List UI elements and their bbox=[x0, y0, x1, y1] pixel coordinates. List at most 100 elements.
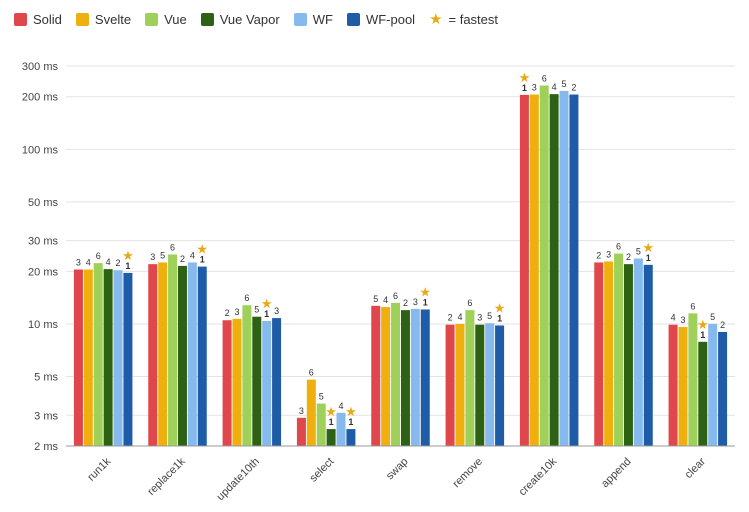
bar-remove-wf-pool[interactable] bbox=[495, 325, 505, 446]
bar-swap-solid[interactable] bbox=[371, 305, 381, 446]
bar-select-svelte[interactable] bbox=[306, 379, 316, 446]
bar-replace1k-wf[interactable] bbox=[187, 262, 197, 446]
bar-update10th-vue-vapor[interactable] bbox=[252, 316, 262, 446]
bar-remove-svelte[interactable] bbox=[455, 323, 465, 446]
legend-item-svelte[interactable]: Svelte bbox=[75, 12, 132, 27]
bar-swap-vue-vapor[interactable] bbox=[400, 310, 410, 446]
bar-swap-wf-pool[interactable] bbox=[420, 309, 430, 446]
bar-clear-solid[interactable] bbox=[668, 324, 678, 446]
legend-item-fastest: ★ = fastest bbox=[429, 12, 498, 27]
rank-label: 1 bbox=[264, 309, 269, 319]
rank-label: 4 bbox=[383, 295, 388, 305]
legend-label: Solid bbox=[33, 12, 62, 27]
bar-select-vue[interactable] bbox=[316, 403, 326, 446]
x-tick-label: remove bbox=[451, 456, 485, 490]
x-tick-label: clear bbox=[683, 455, 709, 481]
bar-create10k-wf-pool[interactable] bbox=[569, 94, 579, 446]
rank-label: 2 bbox=[571, 83, 576, 93]
bar-swap-wf[interactable] bbox=[410, 308, 420, 446]
legend-item-wf[interactable]: WF bbox=[293, 12, 333, 27]
rank-label: 6 bbox=[542, 73, 547, 83]
x-tick-label: swap bbox=[384, 456, 411, 483]
bar-remove-solid[interactable] bbox=[445, 324, 455, 446]
bar-replace1k-wf-pool[interactable] bbox=[197, 266, 207, 446]
bar-run1k-solid[interactable] bbox=[73, 269, 83, 446]
rank-label: 1 bbox=[646, 253, 651, 263]
star-icon: ★ bbox=[519, 70, 531, 85]
bar-create10k-vue[interactable] bbox=[539, 85, 549, 447]
bar-replace1k-svelte[interactable] bbox=[158, 262, 168, 446]
y-tick-label: 200 ms bbox=[22, 92, 59, 104]
bar-create10k-vue-vapor[interactable] bbox=[549, 94, 559, 446]
star-icon: ★ bbox=[642, 240, 654, 255]
bar-replace1k-vue-vapor[interactable] bbox=[177, 265, 187, 446]
bar-create10k-solid[interactable] bbox=[519, 94, 529, 446]
legend-label: WF bbox=[312, 12, 333, 27]
legend-item-wf-pool[interactable]: WF-pool bbox=[346, 12, 416, 27]
legend-label: WF-pool bbox=[365, 12, 416, 27]
bar-remove-vue-vapor[interactable] bbox=[475, 324, 485, 446]
bar-update10th-vue[interactable] bbox=[242, 305, 252, 446]
bar-update10th-svelte[interactable] bbox=[232, 318, 242, 446]
rank-label: 5 bbox=[636, 247, 641, 257]
bar-clear-vue-vapor[interactable] bbox=[698, 341, 708, 446]
rank-label: 3 bbox=[606, 249, 611, 259]
rank-label: 2 bbox=[403, 298, 408, 308]
rank-label: 5 bbox=[710, 312, 715, 322]
rank-label: 6 bbox=[170, 242, 175, 252]
x-tick-label: create10k bbox=[517, 455, 560, 498]
star-icon: ★ bbox=[122, 248, 134, 263]
bar-replace1k-solid[interactable] bbox=[148, 264, 158, 446]
bar-run1k-vue[interactable] bbox=[93, 263, 103, 446]
bar-append-vue[interactable] bbox=[614, 253, 624, 446]
rank-label: 1 bbox=[125, 261, 130, 271]
bar-append-vue-vapor[interactable] bbox=[623, 264, 633, 446]
bar-append-solid[interactable] bbox=[594, 262, 604, 446]
y-tick-label: 300 ms bbox=[22, 61, 59, 73]
bar-clear-svelte[interactable] bbox=[678, 327, 688, 446]
bar-append-wf-pool[interactable] bbox=[643, 264, 653, 446]
legend-swatch bbox=[293, 13, 307, 26]
bar-update10th-wf[interactable] bbox=[262, 320, 272, 446]
x-tick-label: run1k bbox=[85, 455, 113, 483]
rank-label: 1 bbox=[423, 297, 428, 307]
bar-select-vue-vapor[interactable] bbox=[326, 429, 336, 446]
bar-replace1k-vue[interactable] bbox=[168, 254, 178, 446]
rank-label: 6 bbox=[467, 298, 472, 308]
bar-clear-wf[interactable] bbox=[708, 323, 718, 446]
bar-create10k-svelte[interactable] bbox=[529, 94, 539, 446]
bar-select-solid[interactable] bbox=[296, 417, 306, 446]
bar-run1k-svelte[interactable] bbox=[83, 269, 93, 446]
bar-create10k-wf[interactable] bbox=[559, 90, 569, 446]
rank-label: 4 bbox=[86, 258, 91, 268]
bar-run1k-wf[interactable] bbox=[113, 270, 123, 446]
bar-swap-vue[interactable] bbox=[391, 302, 401, 446]
y-tick-label: 20 ms bbox=[28, 266, 58, 278]
bar-run1k-wf-pool[interactable] bbox=[123, 272, 133, 446]
bar-update10th-solid[interactable] bbox=[222, 320, 232, 446]
bar-select-wf[interactable] bbox=[336, 412, 346, 446]
bar-append-wf[interactable] bbox=[633, 258, 643, 446]
bar-clear-wf-pool[interactable] bbox=[718, 331, 728, 446]
bar-run1k-vue-vapor[interactable] bbox=[103, 269, 113, 446]
star-icon: ★ bbox=[419, 284, 431, 299]
x-axis: run1k replace1k update10th select swap remove… bbox=[66, 445, 735, 503]
bar-remove-wf[interactable] bbox=[485, 323, 495, 446]
y-tick-label: 50 ms bbox=[28, 197, 58, 209]
rank-label: 3 bbox=[150, 252, 155, 262]
x-tick-label: replace1k bbox=[145, 455, 188, 498]
bar-remove-vue[interactable] bbox=[465, 310, 475, 446]
bar-append-svelte[interactable] bbox=[604, 261, 614, 446]
legend-item-vue-vapor[interactable]: Vue Vapor bbox=[200, 12, 280, 27]
bar-update10th-wf-pool[interactable] bbox=[272, 318, 282, 446]
legend-item-vue[interactable]: Vue bbox=[145, 12, 187, 27]
bar-swap-svelte[interactable] bbox=[381, 307, 391, 446]
legend-swatch bbox=[75, 13, 89, 26]
rank-label: 1 bbox=[348, 417, 353, 427]
bar-clear-vue[interactable] bbox=[688, 313, 698, 446]
rank-label: 1 bbox=[329, 417, 334, 427]
bar-select-wf-pool[interactable] bbox=[346, 429, 356, 446]
legend-label: Svelte bbox=[94, 12, 132, 27]
legend-item-solid[interactable]: Solid bbox=[14, 12, 62, 27]
x-tick-label: update10th bbox=[215, 456, 262, 503]
